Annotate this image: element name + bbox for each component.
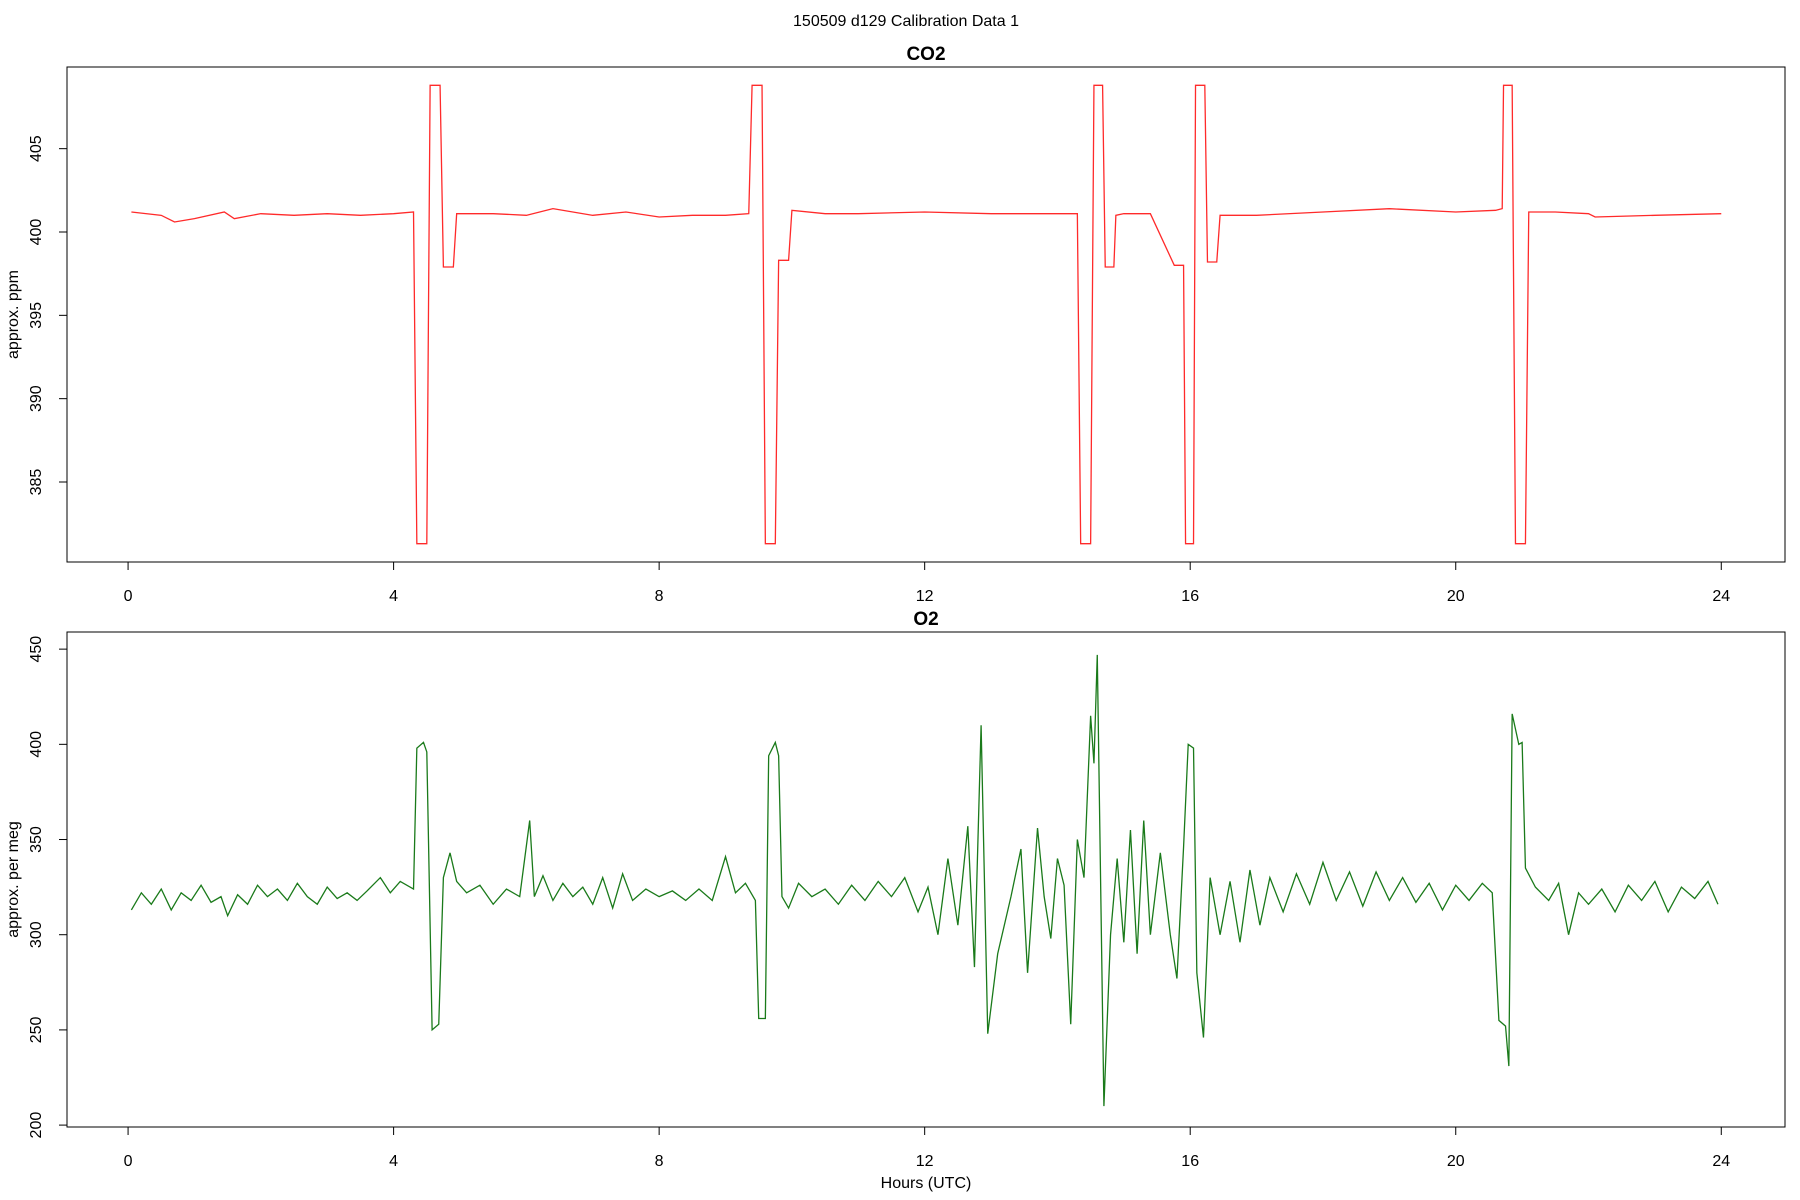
y-tick-label: 300 bbox=[28, 921, 45, 948]
plot-frame bbox=[66, 631, 1786, 1128]
x-tick-label: 4 bbox=[389, 588, 398, 605]
x-tick-label: 20 bbox=[1447, 1153, 1465, 1170]
x-tick-label: 8 bbox=[655, 588, 664, 605]
y-tick-label: 250 bbox=[28, 1016, 45, 1043]
y-tick-label: 385 bbox=[28, 469, 45, 496]
y-tick-label: 400 bbox=[28, 219, 45, 246]
x-tick-label: 12 bbox=[916, 588, 934, 605]
x-tick-label: 0 bbox=[124, 1153, 133, 1170]
x-tick-label: 4 bbox=[389, 1153, 398, 1170]
y-tick-label: 400 bbox=[28, 731, 45, 758]
data-line bbox=[130, 654, 1719, 1107]
y-tick-label: 390 bbox=[28, 385, 45, 412]
figure-title: 150509 d129 Calibration Data 1 bbox=[793, 13, 1019, 30]
x-tick-label: 20 bbox=[1447, 588, 1465, 605]
x-tick-label: 24 bbox=[1712, 1153, 1730, 1170]
y-tick-label: 450 bbox=[28, 636, 45, 663]
y-axis-label: approx. per meg bbox=[5, 821, 22, 938]
y-tick-label: 200 bbox=[28, 1112, 45, 1139]
x-tick-label: 24 bbox=[1712, 588, 1730, 605]
y-tick-label: 395 bbox=[28, 302, 45, 329]
panel-title: CO2 bbox=[906, 44, 945, 65]
x-tick-label: 8 bbox=[655, 1153, 664, 1170]
y-tick-label: 405 bbox=[28, 135, 45, 162]
panel-title: O2 bbox=[913, 609, 938, 630]
x-tick-label: 0 bbox=[124, 588, 133, 605]
x-tick-label: 16 bbox=[1181, 588, 1199, 605]
x-tick-label: 12 bbox=[916, 1153, 934, 1170]
data-line bbox=[131, 84, 1722, 545]
y-tick-label: 350 bbox=[28, 826, 45, 853]
x-tick-label: 16 bbox=[1181, 1153, 1199, 1170]
x-axis-label: Hours (UTC) bbox=[881, 1175, 972, 1192]
y-axis-label: approx. ppm bbox=[5, 270, 22, 359]
